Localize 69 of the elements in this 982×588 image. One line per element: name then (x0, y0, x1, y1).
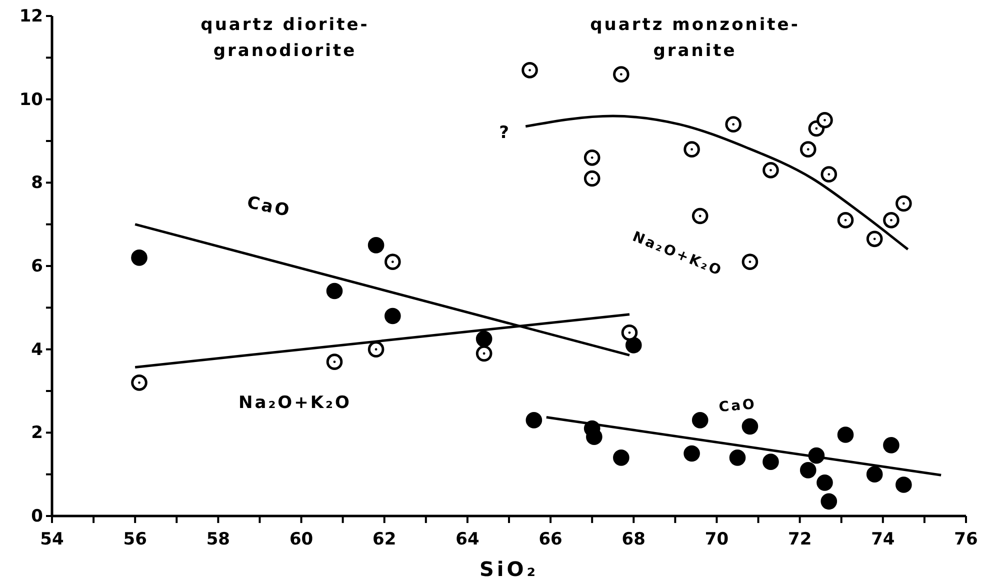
point (684, 141, 700, 158)
annotation: quartz monzonite-granite (590, 15, 800, 61)
x-tick-label: 68 (622, 530, 646, 550)
x-tick-label: 64 (456, 530, 480, 550)
point (613, 450, 630, 466)
x-tick-label: 72 (788, 530, 812, 550)
point (326, 282, 343, 300)
point (384, 254, 401, 270)
point (742, 418, 758, 435)
point (866, 230, 883, 248)
point (837, 426, 854, 443)
annotation: ? (499, 123, 511, 143)
point (368, 237, 384, 254)
point (684, 445, 700, 462)
y-tick-label: 12 (19, 6, 43, 26)
x-tick-label: 70 (704, 530, 729, 550)
point (131, 374, 148, 391)
point (584, 170, 600, 187)
y-tick-label: 10 (19, 90, 44, 110)
point (368, 341, 384, 358)
y-tick-label: 2 (31, 423, 43, 444)
x-axis-title: SiO₂ (479, 557, 539, 581)
point (326, 354, 343, 370)
point (729, 450, 746, 466)
annotation: quartz diorite-granodiorite (200, 15, 370, 61)
point (131, 250, 148, 266)
x-tick-label: 60 (289, 530, 314, 550)
annotation: CaO (718, 396, 758, 416)
point (476, 345, 492, 362)
point (584, 150, 600, 166)
point (816, 112, 833, 128)
point (820, 166, 838, 182)
x-tick-label: 74 (871, 530, 895, 550)
y-tick-label: 6 (31, 256, 43, 276)
y-tick-label: 4 (31, 340, 44, 360)
point (800, 141, 816, 158)
point (526, 412, 542, 428)
point (762, 162, 779, 178)
point (883, 437, 900, 454)
point (762, 454, 779, 470)
point (725, 116, 742, 132)
x-tick-label: 62 (372, 530, 396, 550)
x-tick-label: 76 (954, 530, 978, 550)
y-tick-label: 8 (31, 173, 43, 194)
point (621, 324, 638, 341)
annotation: CaO (245, 192, 293, 222)
point (625, 337, 642, 354)
point (820, 493, 838, 510)
x-tick-label: 58 (206, 530, 230, 550)
point (522, 62, 538, 78)
point (692, 208, 708, 224)
point (896, 476, 912, 493)
point (883, 212, 900, 228)
y-tick-label: 0 (31, 506, 44, 526)
point (586, 428, 602, 445)
point (800, 462, 816, 478)
point (896, 195, 912, 212)
annotation: Na₂O+K₂O (238, 393, 352, 413)
point (816, 474, 833, 491)
point (692, 412, 708, 428)
point (384, 308, 401, 324)
x-tick-label: 56 (123, 530, 147, 550)
x-tick-label: 54 (40, 530, 64, 550)
x-tick-label: 66 (538, 530, 562, 550)
point (476, 330, 492, 348)
point (613, 66, 630, 82)
point (866, 466, 883, 482)
point (742, 254, 758, 270)
point (837, 212, 854, 228)
